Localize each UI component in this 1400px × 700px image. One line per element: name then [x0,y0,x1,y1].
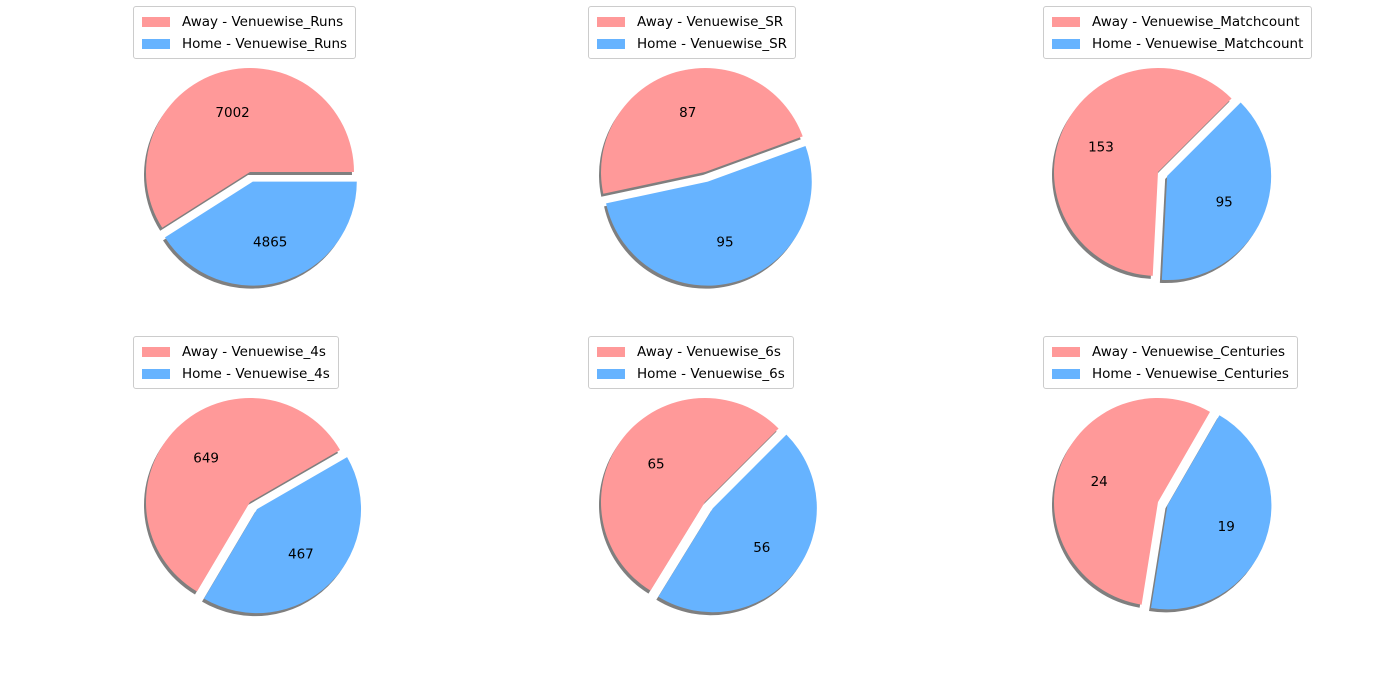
legend-swatch [142,347,170,357]
chart-legend: Away - Venuewise_6s Home - Venuewise_6s [588,336,794,389]
legend-swatch [597,17,625,27]
pie-slice-away [600,67,803,194]
legend-swatch [142,17,170,27]
legend-label: Home - Venuewise_Matchcount [1092,36,1304,52]
legend-swatch [1052,347,1080,357]
legend-label: Home - Venuewise_Runs [182,36,348,52]
legend-swatch [597,347,625,357]
pie-slice-home [1161,102,1272,281]
legend-label: Away - Venuewise_4s [182,344,326,360]
pie-slice-away [1054,398,1210,605]
legend-label: Away - Venuewise_6s [637,344,781,360]
slice-value-label: 19 [1218,519,1235,535]
chart-legend: Away - Venuewise_Runs Home - Venuewise_Ru… [133,6,357,59]
legend-entry: Home - Venuewise_6s [597,363,785,385]
pie-slice-home [658,434,817,613]
pie-slice-away [601,398,779,591]
legend-entry: Away - Venuewise_Matchcount [1052,11,1303,33]
chart-legend: Away - Venuewise_4s Home - Venuewise_4s [133,336,339,389]
legend-label: Away - Venuewise_Centuries [1092,344,1286,360]
legend-swatch [142,39,170,49]
legend-label: Home - Venuewise_6s [637,366,785,382]
pie-slice-home [1151,415,1272,610]
legend-entry: Away - Venuewise_4s [142,341,330,363]
legend-swatch [1052,17,1080,27]
legend-label: Home - Venuewise_Centuries [1092,366,1289,382]
pie-slice-away [1054,68,1232,276]
legend-label: Away - Venuewise_SR [637,14,784,30]
legend-label: Home - Venuewise_4s [182,366,330,382]
slice-value-label: 95 [716,235,733,251]
slice-value-label: 4865 [253,235,287,251]
legend-swatch [1052,369,1080,379]
chart-legend: Away - Venuewise_SR Home - Venuewise_SR [588,6,797,59]
slice-value-label: 7002 [215,105,249,121]
slice-value-label: 649 [193,451,219,467]
legend-entry: Home - Venuewise_4s [142,363,330,385]
pie-slice-home [204,457,362,614]
slice-value-label: 153 [1088,140,1114,156]
legend-swatch [597,369,625,379]
slice-value-label: 95 [1216,194,1233,210]
legend-swatch [142,369,170,379]
legend-label: Home - Venuewise_SR [637,36,788,52]
legend-label: Away - Venuewise_Runs [182,14,344,30]
pie-slice-home [164,181,357,286]
legend-entry: Away - Venuewise_Centuries [1052,341,1289,363]
pie-slice-away [145,398,341,592]
chart-legend: Away - Venuewise_Matchcount Home - Venuew… [1043,6,1313,59]
legend-swatch [1052,39,1080,49]
pie-slice-away [146,68,354,228]
slice-value-label: 56 [753,540,770,556]
slice-value-label: 65 [647,456,664,472]
legend-entry: Away - Venuewise_Runs [142,11,347,33]
chart-legend: Away - Venuewise_Centuries Home - Venuewi… [1043,336,1298,389]
legend-entry: Home - Venuewise_Runs [142,33,347,55]
legend-entry: Home - Venuewise_SR [597,33,787,55]
legend-entry: Away - Venuewise_SR [597,11,787,33]
legend-entry: Home - Venuewise_Matchcount [1052,33,1303,55]
slice-value-label: 24 [1091,474,1108,490]
slice-value-label: 87 [679,105,696,121]
legend-label: Away - Venuewise_Matchcount [1092,14,1300,30]
legend-entry: Away - Venuewise_6s [597,341,785,363]
slice-value-label: 467 [288,546,314,562]
legend-swatch [597,39,625,49]
pie-slice-home [606,146,812,286]
legend-entry: Home - Venuewise_Centuries [1052,363,1289,385]
